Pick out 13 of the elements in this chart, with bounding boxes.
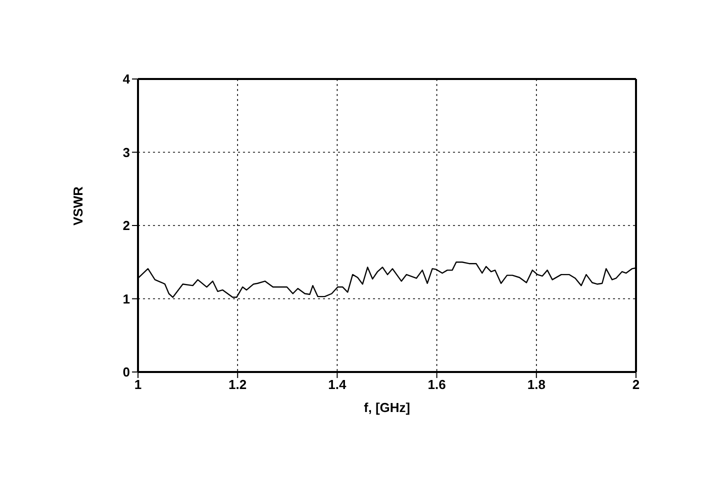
x-tick-label: 1.2: [228, 377, 247, 392]
y-axis-title: VSWR: [70, 186, 86, 226]
x-tick-label: 1: [134, 377, 142, 392]
y-tick-label: 3: [122, 144, 130, 160]
x-tick-label: 2: [632, 377, 640, 392]
y-tick-label: 2: [122, 218, 130, 234]
y-tick-label: 1: [122, 291, 130, 306]
x-axis-title: f, [GHz]: [364, 400, 410, 415]
x-tick-label: 1.4: [328, 377, 348, 392]
x-tick-label: 1.6: [428, 377, 446, 392]
y-tick-label: 0: [122, 364, 130, 380]
y-tick-label: 4: [122, 72, 131, 87]
x-tick-label: 1.8: [527, 377, 546, 392]
